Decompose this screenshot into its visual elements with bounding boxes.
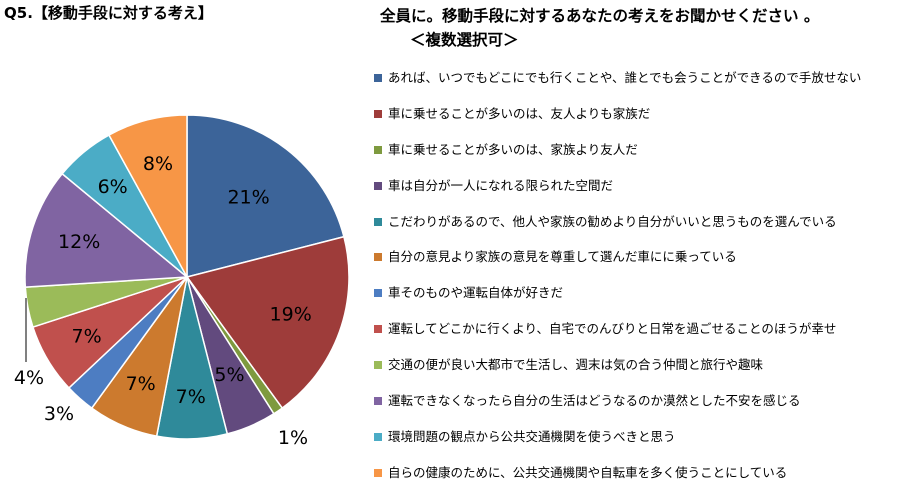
legend-label: 環境問題の観点から公共交通機関を使うべきと思う [388, 428, 676, 444]
legend-item-5: こだわりがあるので、他人や家族の勧めより自分がいいと思うものを選んでいる [374, 204, 861, 240]
legend-swatch [374, 396, 382, 405]
chart-title-line2: ＜複数選択可＞ [410, 31, 519, 49]
data-label-5: 7% [176, 386, 206, 408]
legend-swatch [374, 109, 382, 118]
data-label-4: 5% [214, 364, 244, 386]
data-label-12: 8% [143, 153, 173, 175]
legend-item-8: 運転してどこかに行くより、自宅でのんびりと日常を過ごせることのほうが幸せ [374, 311, 861, 347]
legend-swatch [374, 325, 382, 334]
data-label-1: 21% [227, 187, 269, 209]
data-label-7: 3% [44, 403, 74, 425]
legend-label: 車に乗せることが多いのは、友人よりも家族だ [388, 105, 651, 121]
legend-item-2: 車に乗せることが多いのは、友人よりも家族だ [374, 96, 861, 132]
page-title: Q5.【移動手段に対する考え】 [4, 4, 213, 22]
legend-label: 運転してどこかに行くより、自宅でのんびりと日常を過ごせることのほうが幸せ [388, 321, 837, 337]
legend-swatch [374, 145, 382, 154]
data-label-6: 7% [126, 373, 156, 395]
data-label-3: 1% [278, 427, 308, 449]
data-label-11: 6% [98, 176, 128, 198]
pie-slice-1 [186, 114, 345, 278]
legend-item-6: 自分の意見より家族の意見を尊重して選んだ車にに乗っている [374, 239, 861, 275]
legend-item-11: 環境問題の観点から公共交通機関を使うべきと思う [374, 419, 861, 455]
legend: あれば、いつでもどこにでも行くことや、誰とでも会うことができるので手放せない 車に… [374, 60, 861, 491]
legend-swatch [374, 289, 382, 298]
legend-label: こだわりがあるので、他人や家族の勧めより自分がいいと思うものを選んでいる [388, 213, 837, 229]
legend-swatch [374, 217, 382, 226]
chart-title: 全員に。移動手段に対するあなたの考えをお聞かせください 。 ＜複数選択可＞ [380, 4, 880, 52]
legend-swatch [374, 468, 382, 477]
pie-slice-12 [107, 114, 188, 278]
legend-item-10: 運転できなくなったら自分の生活はどうなるのか漠然とした不安を感じる [374, 383, 861, 419]
legend-label: 自分の意見より家族の意見を尊重して選んだ車にに乗っている [388, 249, 737, 265]
legend-label: 自らの健康のために、公共交通機関や自転車を多く使うことにしている [388, 464, 788, 480]
legend-item-9: 交通の便が良い大都市で生活し、週末は気の合う仲間と旅行や趣味 [374, 347, 861, 383]
pie-slice-2 [185, 235, 350, 410]
legend-item-4: 車は自分が一人になれる限られた空間だ [374, 168, 861, 204]
chart-title-line1: 全員に。移動手段に対するあなたの考えをお聞かせください 。 [380, 7, 820, 25]
legend-swatch [374, 181, 382, 190]
legend-item-3: 車に乗せることが多いのは、家族より友人だ [374, 132, 861, 168]
legend-label: 車に乗せることが多いのは、家族より友人だ [388, 141, 638, 157]
legend-label: あれば、いつでもどこにでも行くことや、誰とでも会うことができるので手放せない [388, 69, 862, 85]
legend-label: 運転できなくなったら自分の生活はどうなるのか漠然とした不安を感じる [388, 392, 801, 408]
data-label-9: 4% [14, 367, 44, 389]
data-label-2: 19% [270, 303, 312, 325]
pie-slice-10 [24, 172, 189, 288]
legend-swatch [374, 432, 382, 441]
legend-item-12: 自らの健康のために、公共交通機関や自転車を多く使うことにしている [374, 455, 861, 491]
legend-label: 交通の便が良い大都市で生活し、週末は気の合う仲間と旅行や趣味 [388, 357, 764, 373]
legend-label: 車は自分が一人になれる限られた空間だ [388, 177, 614, 193]
legend-swatch [374, 361, 382, 370]
legend-swatch [374, 73, 382, 82]
legend-swatch [374, 253, 382, 262]
legend-item-1: あれば、いつでもどこにでも行くことや、誰とでも会うことができるので手放せない [374, 60, 861, 96]
data-label-10: 12% [58, 231, 100, 253]
legend-label: 車そのものや運転自体が好きだ [388, 285, 564, 301]
legend-item-7: 車そのものや運転自体が好きだ [374, 275, 861, 311]
data-label-8: 7% [72, 325, 102, 347]
